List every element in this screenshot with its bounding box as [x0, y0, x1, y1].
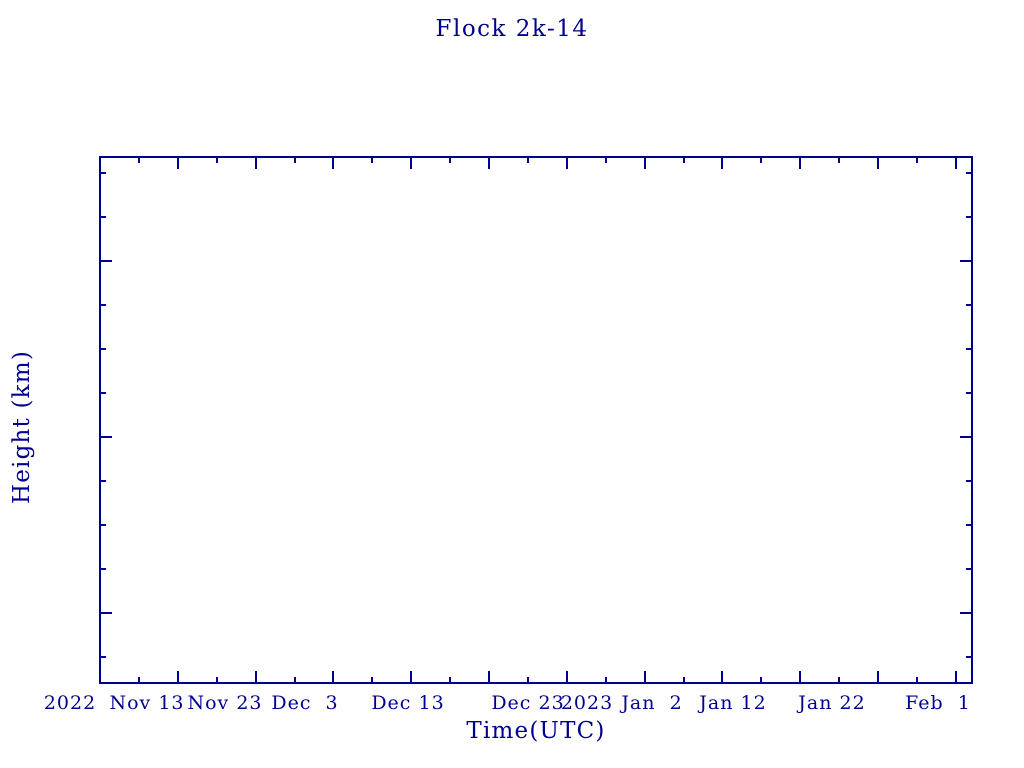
- x-tick-label: Jan 12: [699, 692, 767, 714]
- x-tick-label: 2023: [560, 692, 614, 714]
- x-tick-label: Feb 1: [905, 692, 971, 714]
- x-tick-label: Nov 23: [187, 692, 263, 714]
- plot-frame: [99, 156, 973, 684]
- x-tick-label: Jan 22: [798, 692, 866, 714]
- x-tick-label: Nov 13: [109, 692, 185, 714]
- y-axis-title: Height (km): [9, 350, 35, 505]
- x-tick-label: 2022: [43, 692, 97, 714]
- x-tick-label: Dec 3: [271, 692, 339, 714]
- x-tick-label: Dec 23: [491, 692, 565, 714]
- x-tick-label: Dec 13: [371, 692, 445, 714]
- x-tick-label: Jan 2: [621, 692, 683, 714]
- x-axis-title: Time(UTC): [466, 718, 606, 744]
- chart-title: Flock 2k-14: [435, 16, 589, 42]
